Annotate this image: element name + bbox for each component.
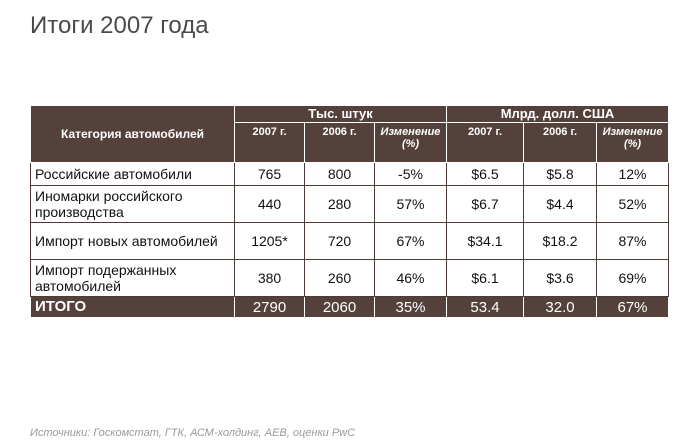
page-title: Итоги 2007 года [30,12,209,39]
total-cell: 32.0 [523,296,597,318]
table-cell: 46% [374,259,447,297]
table-cell: $6.5 [446,162,524,186]
table-cell: $3.6 [523,259,597,297]
table-cell: 765 [234,162,305,186]
total-row: ИТОГО 2790 2060 35% 53.4 32.0 67% [30,296,670,318]
money-group-header: Млрд. долл. США [445,105,670,123]
table-cell: $6.7 [446,185,524,223]
units-group-header: Тыс. штук [234,105,447,123]
total-cell: 2790 [234,296,305,318]
total-label: ИТОГО [30,296,235,318]
table-cell: $34.1 [446,222,524,260]
table-cell: 87% [595,222,670,260]
table-cell: $4.4 [523,185,597,223]
total-cell: 2060 [304,296,375,318]
units-2006-header: 2006 г. [304,122,375,163]
table-cell: 69% [595,259,670,297]
total-cell: 53.4 [446,296,524,318]
table-cell: 12% [595,162,670,186]
money-2007-header: 2007 г. [446,122,524,163]
row-label: Импорт подержанных автомобилей [30,259,235,297]
table-cell: 52% [595,185,670,223]
row-label: Импорт новых автомобилей [30,222,235,260]
table-cell: 280 [304,185,375,223]
table-cell: $5.8 [523,162,597,186]
total-cell: 35% [374,296,447,318]
money-change-header: Изменение (%) [595,122,670,163]
table-cell: -5% [374,162,447,186]
table-cell: 1205* [234,222,305,260]
table-cell: 260 [304,259,375,297]
table-row: Импорт новых автомобилей 1205* 720 67% $… [30,222,670,260]
table-cell: 57% [374,185,447,223]
source-note: Источники: Госкомстат, ГТК, АСМ-холдинг,… [30,427,356,439]
units-2007-header: 2007 г. [234,122,305,163]
table-cell: 720 [304,222,375,260]
table-cell: 440 [234,185,305,223]
table-row: Иномарки российского производства 440 28… [30,185,670,223]
table-row: Импорт подержанных автомобилей 380 260 4… [30,259,670,297]
table-cell: 800 [304,162,375,186]
category-header: Категория автомобилей [30,105,235,163]
table-row: Российские автомобили 765 800 -5% $6.5 $… [30,162,670,186]
total-cell: 67% [595,296,670,318]
units-change-header: Изменение (%) [374,122,447,163]
summary-table: Категория автомобилей Тыс. штук Млрд. до… [30,105,670,318]
table-cell: 380 [234,259,305,297]
row-label: Иномарки российского производства [30,185,235,223]
row-label: Российские автомобили [30,162,235,186]
table-cell: $6.1 [446,259,524,297]
money-2006-header: 2006 г. [523,122,597,163]
table-cell: $18.2 [523,222,597,260]
table-cell: 67% [374,222,447,260]
